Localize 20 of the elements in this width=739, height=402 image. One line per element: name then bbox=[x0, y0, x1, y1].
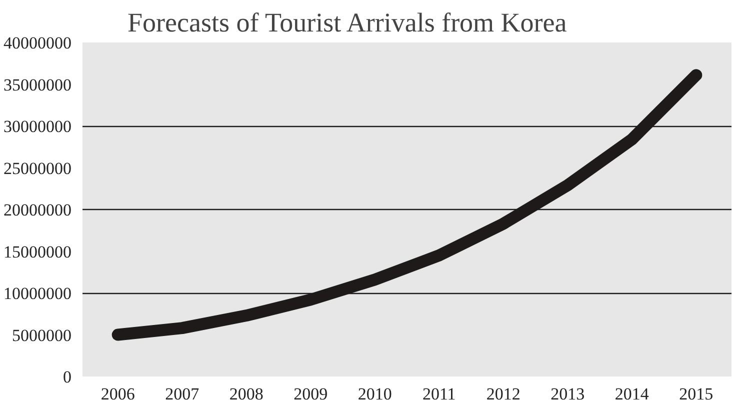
y-tick-label: 30000000 bbox=[4, 117, 72, 136]
y-tick-label: 20000000 bbox=[4, 200, 72, 220]
x-tick-label: 2015 bbox=[679, 384, 714, 402]
y-tick-label: 15000000 bbox=[4, 242, 72, 262]
x-tick-label: 2007 bbox=[165, 384, 200, 402]
y-tick-label: 5000000 bbox=[12, 326, 72, 345]
y-tick-label: 25000000 bbox=[4, 158, 72, 178]
y-tick-label: 35000000 bbox=[4, 75, 72, 94]
y-tick-label: 0 bbox=[63, 368, 72, 386]
x-tick-label: 2014 bbox=[614, 384, 650, 402]
x-tick-label: 2008 bbox=[229, 384, 264, 402]
x-tick-label: 2011 bbox=[422, 384, 456, 402]
x-tick-label: 2006 bbox=[100, 384, 135, 402]
y-tick-label: 10000000 bbox=[4, 284, 72, 303]
y-tick-label: 40000000 bbox=[4, 34, 72, 52]
x-tick-label: 2013 bbox=[550, 384, 585, 402]
x-tick-label: 2012 bbox=[486, 384, 520, 402]
x-tick-label: 2009 bbox=[294, 384, 328, 402]
chart-title: Forecasts of Tourist Arrivals from Korea bbox=[128, 8, 567, 38]
x-tick-label: 2010 bbox=[358, 384, 392, 402]
